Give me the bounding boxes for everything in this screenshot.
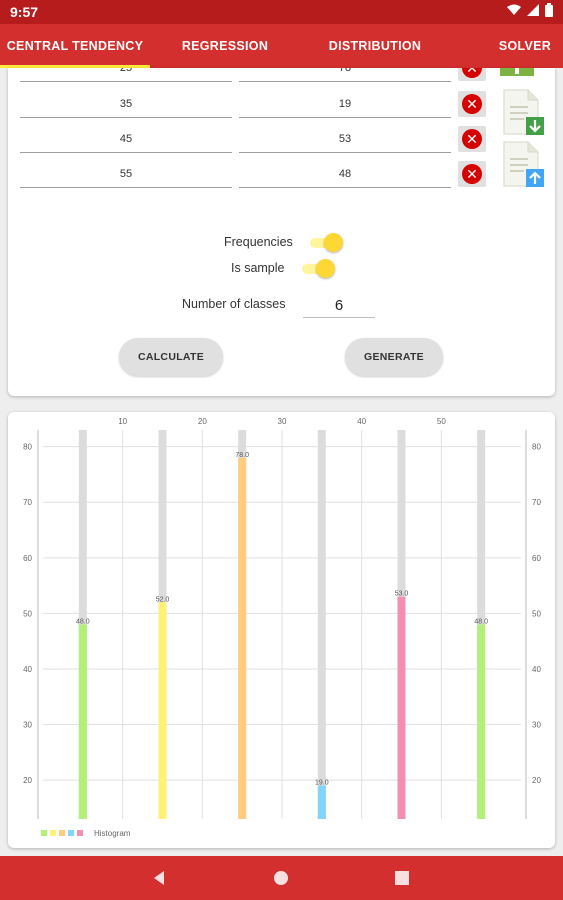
status-bar: 9:57 bbox=[0, 0, 563, 24]
y-tick-label-left: 20 bbox=[23, 776, 32, 785]
data-row: 55 48 ✕ bbox=[8, 160, 555, 196]
x-tick-label: 10 bbox=[118, 417, 127, 426]
tab-regression[interactable]: REGRESSION bbox=[181, 39, 269, 53]
histogram-bar bbox=[477, 624, 486, 819]
home-icon[interactable] bbox=[272, 869, 290, 887]
tab-distribution[interactable]: DISTRIBUTION bbox=[328, 39, 422, 53]
data-row: 25 78 ✕ bbox=[8, 68, 555, 90]
y-tick-label-right: 60 bbox=[532, 554, 541, 563]
number-of-classes-input[interactable]: 6 bbox=[303, 294, 375, 318]
close-icon: ✕ bbox=[462, 68, 482, 78]
histogram-bar-value-label: 48.0 bbox=[76, 619, 90, 626]
histogram-bar bbox=[238, 457, 247, 819]
x-value-field[interactable]: 45 bbox=[20, 125, 232, 153]
y-value-field[interactable]: 78 bbox=[239, 68, 451, 82]
y-tick-label-right: 80 bbox=[532, 443, 541, 452]
file-upload-icon[interactable] bbox=[500, 140, 546, 190]
histogram-bar-value-label: 52.0 bbox=[156, 596, 170, 603]
add-row-icon[interactable] bbox=[500, 68, 534, 80]
is-sample-label: Is sample bbox=[231, 261, 285, 275]
y-tick-label-right: 40 bbox=[532, 665, 541, 674]
y-tick-label-left: 50 bbox=[23, 609, 32, 618]
close-icon: ✕ bbox=[462, 129, 482, 149]
histogram-bar bbox=[397, 596, 406, 819]
battery-icon bbox=[545, 3, 553, 17]
histogram-chart-card: 10 20 30 40 50 20 20 30 30 40 40 50 50 60 60 70 70 80 80 48… bbox=[8, 412, 555, 848]
x-tick-label: 50 bbox=[437, 417, 446, 426]
histogram-bar bbox=[158, 602, 167, 819]
histogram-bar-value-label: 78.0 bbox=[235, 452, 249, 459]
tab-indicator bbox=[0, 65, 150, 68]
x-tick-label: 20 bbox=[198, 417, 207, 426]
legend-swatch bbox=[50, 830, 56, 836]
legend-label: Histogram bbox=[94, 829, 131, 838]
x-value-field[interactable]: 35 bbox=[20, 90, 232, 118]
tab-central-tendency[interactable]: CENTRAL TENDENCY bbox=[6, 39, 144, 53]
generate-button[interactable]: GENERATE bbox=[345, 338, 443, 376]
histogram-bar-background bbox=[317, 430, 326, 819]
calculate-button[interactable]: CALCULATE bbox=[119, 338, 223, 376]
delete-row-button[interactable]: ✕ bbox=[458, 91, 486, 117]
x-value-field[interactable]: 25 bbox=[20, 68, 232, 82]
legend-swatch bbox=[59, 830, 65, 836]
y-tick-label-left: 30 bbox=[23, 721, 32, 730]
close-icon: ✕ bbox=[462, 164, 482, 184]
y-tick-label-right: 70 bbox=[532, 498, 541, 507]
status-time: 9:57 bbox=[10, 4, 39, 20]
signal-icon bbox=[527, 4, 539, 16]
y-value-field[interactable]: 53 bbox=[239, 125, 451, 153]
legend-swatch bbox=[68, 830, 74, 836]
delete-row-button[interactable]: ✕ bbox=[458, 68, 486, 81]
histogram-bar bbox=[317, 785, 326, 819]
delete-row-button[interactable]: ✕ bbox=[458, 126, 486, 152]
file-download-icon[interactable] bbox=[500, 88, 546, 138]
x-tick-label: 40 bbox=[357, 417, 366, 426]
y-tick-label-right: 50 bbox=[532, 609, 541, 618]
frequencies-label: Frequencies bbox=[224, 235, 293, 249]
histogram-bar-value-label: 53.0 bbox=[395, 591, 409, 598]
histogram-bar-value-label: 19.0 bbox=[315, 780, 329, 787]
number-of-classes-label: Number of classes bbox=[182, 297, 286, 311]
y-tick-label-left: 80 bbox=[23, 443, 32, 452]
y-value-field[interactable]: 48 bbox=[239, 160, 451, 188]
x-tick-label: 30 bbox=[278, 417, 287, 426]
y-tick-label-right: 30 bbox=[532, 721, 541, 730]
y-value-field[interactable]: 19 bbox=[239, 90, 451, 118]
switch-thumb bbox=[316, 259, 335, 278]
y-tick-label-left: 70 bbox=[23, 498, 32, 507]
recents-icon[interactable] bbox=[393, 869, 411, 887]
y-tick-label-left: 60 bbox=[23, 554, 32, 563]
histogram-bar-value-label: 48.0 bbox=[474, 619, 488, 626]
frequencies-switch[interactable] bbox=[308, 232, 343, 252]
y-tick-label-right: 20 bbox=[532, 776, 541, 785]
y-tick-label-left: 40 bbox=[23, 665, 32, 674]
histogram-chart: 10 20 30 40 50 20 20 30 30 40 40 50 50 60 60 70 70 80 80 48… bbox=[23, 417, 541, 838]
status-icons bbox=[507, 3, 553, 17]
navigation-bar bbox=[0, 856, 563, 900]
data-row: 35 19 ✕ bbox=[8, 90, 555, 126]
data-input-card: 25 78 ✕ 35 19 ✕ 45 53 ✕ 55 48 ✕ bbox=[8, 68, 555, 396]
switch-thumb bbox=[324, 233, 343, 252]
delete-row-button[interactable]: ✕ bbox=[458, 161, 486, 187]
tab-solver[interactable]: SOLVER bbox=[498, 39, 552, 53]
legend-swatch bbox=[77, 830, 83, 836]
data-row: 45 53 ✕ bbox=[8, 125, 555, 161]
back-icon[interactable] bbox=[150, 869, 168, 887]
close-icon: ✕ bbox=[462, 94, 482, 114]
x-value-field[interactable]: 55 bbox=[20, 160, 232, 188]
wifi-icon bbox=[507, 4, 521, 15]
legend-swatch bbox=[41, 830, 47, 836]
is-sample-switch[interactable] bbox=[300, 258, 335, 278]
tab-bar: CENTRAL TENDENCY REGRESSION DISTRIBUTION… bbox=[0, 24, 563, 68]
histogram-bar bbox=[78, 624, 87, 819]
